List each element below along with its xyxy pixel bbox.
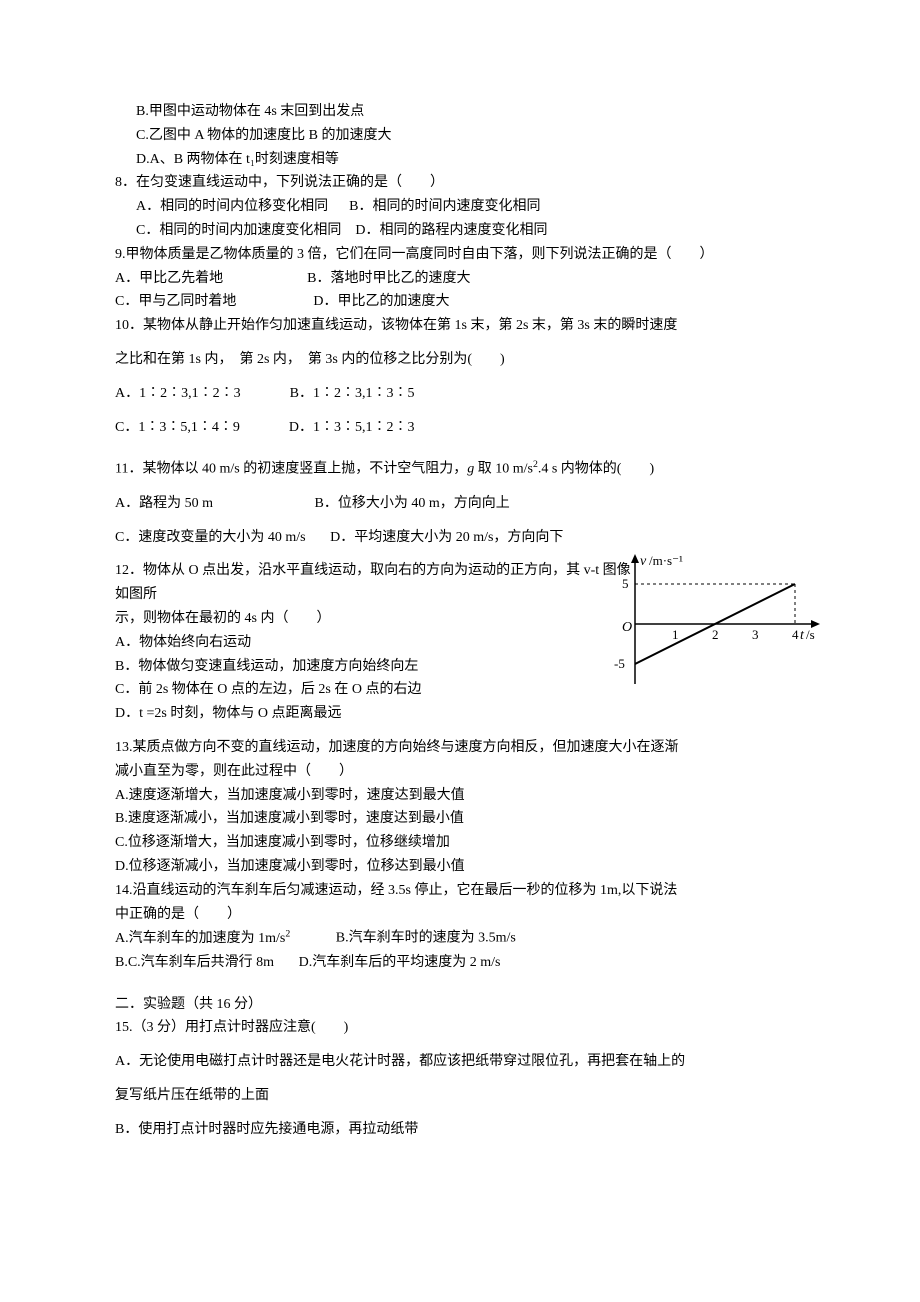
q13-opt-A: A.速度逐渐增大，当加速度减小到零时，速度达到最大值 [115, 784, 810, 808]
q11-stem: 11．某物体以 40 m/s 的初速度竖直上抛，不计空气阻力，g 取 10 m/… [115, 457, 810, 481]
q8-opt-A: A．相同的时间内位移变化相同 [136, 199, 328, 214]
q10-opt-A: A．1∶2∶3,1∶2∶3 [115, 386, 241, 401]
sec2-heading: 二．实验题（共 16 分） [115, 993, 810, 1017]
q14-opt-C: B.C.汽车刹车后共滑行 8m [115, 955, 274, 970]
q13-stem2: 减小直至为零，则在此过程中（ ） [115, 760, 810, 784]
q11-opt-B: B．位移大小为 40 m，方向向上 [315, 496, 510, 511]
q9-opt-D: D．甲比乙的加速度大 [313, 294, 449, 309]
q15-opt-A-l1: A．无论使用电磁打点计时器还是电火花计时器，都应该把纸带穿过限位孔，再把套在轴上… [115, 1050, 810, 1074]
q7-opt-D: D.A、B 两物体在 t₁时刻速度相等 [115, 148, 810, 172]
q11-opts-row1: A．路程为 50 m B．位移大小为 40 m，方向向上 [115, 492, 810, 516]
q8-stem: 8．在匀变速直线运动中，下列说法正确的是（ ） [115, 171, 810, 195]
q14-opt-A: A.汽车刹车的加速度为 1m/s2 [115, 931, 290, 946]
q8-opt-D: D．相同的路程内速度变化相同 [355, 223, 547, 238]
q7-opt-B: B.甲图中运动物体在 4s 末回到出发点 [115, 100, 810, 124]
q12-xtick-4: 4 [792, 627, 799, 642]
q13-opt-D: D.位移逐渐减小，当加速度减小到零时，位移达到最小值 [115, 855, 810, 879]
q12-opt-C: C．前 2s 物体在 O 点的左边，后 2s 在 O 点的右边 [115, 678, 635, 702]
q12-stem1: 12．物体从 O 点出发，沿水平直线运动，取向右的方向为运动的正方向，其 v-t… [115, 559, 635, 607]
q9-opts-row2: C．甲与乙同时着地 D．甲比乙的加速度大 [115, 290, 810, 314]
q11-stem-before: 11．某物体以 40 m/s 的初速度竖直上抛，不计空气阻力， [115, 462, 467, 477]
q8-opts-row2: C．相同的时间内加速度变化相同 D．相同的路程内速度变化相同 [115, 219, 810, 243]
q15-stem: 15.（3 分）用打点计时器应注意( ) [115, 1016, 810, 1040]
q14-opt-B: B.汽车刹车时的速度为 3.5m/s [336, 931, 516, 946]
q12-stem2: 示，则物体在最初的 4s 内（ ） [115, 607, 635, 631]
q12-opt-D: D．t =2s 时刻，物体与 O 点距离最远 [115, 702, 635, 726]
q12-block: 12．物体从 O 点出发，沿水平直线运动，取向右的方向为运动的正方向，其 v-t… [115, 559, 810, 726]
q10-opt-B: B．1∶2∶3,1∶3∶5 [290, 386, 415, 401]
q10-opts-row1: A．1∶2∶3,1∶2∶3 B．1∶2∶3,1∶3∶5 [115, 382, 810, 406]
q12-xtick-1: 1 [672, 627, 679, 642]
q12-opt-B: B．物体做匀变速直线运动，加速度方向始终向左 [115, 655, 635, 679]
q11-opt-A: A．路程为 50 m [115, 496, 213, 511]
q13-opt-B: B.速度逐渐减小，当加速度减小到零时，速度达到最小值 [115, 807, 810, 831]
q10-stem1: 10．某物体从静止开始作匀加速直线运动，该物体在第 1s 末，第 2s 末，第 … [115, 314, 810, 338]
q12-ylabel-v: v [640, 554, 647, 569]
q14-opts-row1: A.汽车刹车的加速度为 1m/s2 B.汽车刹车时的速度为 3.5m/s [115, 926, 810, 950]
q11-g-ital: g [467, 462, 474, 477]
q10-stem2: 之比和在第 1s 内， 第 2s 内， 第 3s 内的位移之比分别为( ) [115, 348, 810, 372]
q11-opt-C: C．速度改变量的大小为 40 m/s [115, 530, 306, 545]
q8-opt-C: C．相同的时间内加速度变化相同 [136, 223, 341, 238]
q12-opt-A: A．物体始终向右运动 [115, 631, 635, 655]
q9-opts-row1: A．甲比乙先着地 B．落地时甲比乙的速度大 [115, 267, 810, 291]
q14-opts-row2: B.C.汽车刹车后共滑行 8m D.汽车刹车后的平均速度为 2 m/s [115, 951, 810, 975]
q12-ytick-neg: -5 [614, 656, 625, 671]
q12-ytick-pos: 5 [622, 576, 629, 591]
q13-stem1: 13.某质点做方向不变的直线运动，加速度的方向始终与速度方向相反，但加速度大小在… [115, 736, 810, 760]
q9-stem: 9.甲物体质量是乙物体质量的 3 倍，它们在同一高度同时自由下落，则下列说法正确… [115, 243, 810, 267]
q14-stem1: 14.沿直线运动的汽车刹车后匀减速运动，经 3.5s 停止，它在最后一秒的位移为… [115, 879, 810, 903]
q12-xtick-2: 2 [712, 627, 719, 642]
q12-ylabel-unit: /m·s⁻¹ [649, 553, 683, 568]
q15-opt-B: B．使用打点计时器时应先接通电源，再拉动纸带 [115, 1118, 810, 1142]
q10-opt-C: C．1∶3∶5,1∶4∶9 [115, 420, 240, 435]
q12-xtick-3: 3 [752, 627, 759, 642]
q12-xlabel-t: t [800, 628, 805, 643]
q9-opt-B: B．落地时甲比乙的速度大 [307, 271, 470, 286]
q11-opts-row2: C．速度改变量的大小为 40 m/s D．平均速度大小为 20 m/s，方向向下 [115, 526, 810, 550]
q9-opt-C: C．甲与乙同时着地 [115, 294, 236, 309]
q12-vt-graph: O v /m·s⁻¹ t /s 1 2 3 4 5 -5 [600, 549, 830, 709]
q10-opt-D: D．1∶3∶5,1∶2∶3 [289, 420, 415, 435]
q14-stem2: 中正确的是（ ） [115, 903, 810, 927]
q8-opt-B: B．相同的时间内速度变化相同 [349, 199, 540, 214]
q12-origin-label: O [622, 620, 632, 635]
q11-stem-mid: 取 10 m/s [478, 462, 533, 477]
q9-opt-A: A．甲比乙先着地 [115, 271, 223, 286]
q11-opt-D: D．平均速度大小为 20 m/s，方向向下 [330, 530, 563, 545]
q11-stem-after: .4 s 内物体的( ) [538, 462, 654, 477]
q13-opt-C: C.位移逐渐增大，当加速度减小到零时，位移继续增加 [115, 831, 810, 855]
q8-opts-row1: A．相同的时间内位移变化相同 B．相同的时间内速度变化相同 [115, 195, 810, 219]
q10-opts-row2: C．1∶3∶5,1∶4∶9 D．1∶3∶5,1∶2∶3 [115, 416, 810, 440]
q14-opt-D: D.汽车刹车后的平均速度为 2 m/s [299, 955, 501, 970]
q12-xlabel-unit: /s [806, 627, 815, 642]
q15-opt-A-l2: 复写纸片压在纸带的上面 [115, 1084, 810, 1108]
q7-opt-C: C.乙图中 A 物体的加速度比 B 的加速度大 [115, 124, 810, 148]
